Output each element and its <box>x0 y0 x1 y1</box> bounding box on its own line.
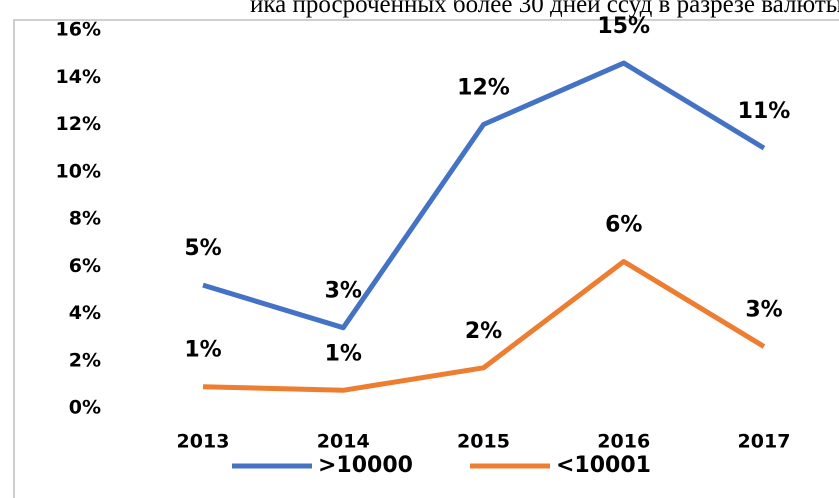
y-tick-label: 14% <box>56 66 101 88</box>
series-line <box>202 259 766 393</box>
x-tick-label: 2016 <box>597 431 650 453</box>
y-tick-label: 0% <box>69 397 101 419</box>
chart-frame <box>13 19 839 498</box>
data-label: 5% <box>184 236 221 261</box>
x-tick-label: 2014 <box>317 431 370 453</box>
legend-label: <10001 <box>556 453 651 478</box>
x-tick-label: 2013 <box>177 431 230 453</box>
data-label: 3% <box>325 279 362 304</box>
y-tick-label: 4% <box>69 302 101 324</box>
series-line <box>202 60 766 331</box>
x-tick-label: 2017 <box>738 431 791 453</box>
data-label: 15% <box>597 14 650 39</box>
data-label: 1% <box>184 338 221 363</box>
y-tick-label: 2% <box>69 349 101 371</box>
y-tick-label: 16% <box>56 19 101 41</box>
y-tick-label: 8% <box>69 208 101 230</box>
y-tick-label: 6% <box>69 255 101 277</box>
chart-title: ика просроченных более 30 дней ссуд в ра… <box>250 0 839 18</box>
data-label: 12% <box>457 76 510 101</box>
data-label: 1% <box>325 341 362 366</box>
y-tick-label: 12% <box>56 113 101 135</box>
legend-label: >10000 <box>318 453 413 478</box>
data-label: 11% <box>738 99 791 124</box>
data-label: 2% <box>465 319 502 344</box>
y-tick-label: 10% <box>56 160 101 182</box>
data-label: 6% <box>605 213 642 238</box>
data-label: 3% <box>745 298 782 323</box>
x-tick-label: 2015 <box>457 431 510 453</box>
